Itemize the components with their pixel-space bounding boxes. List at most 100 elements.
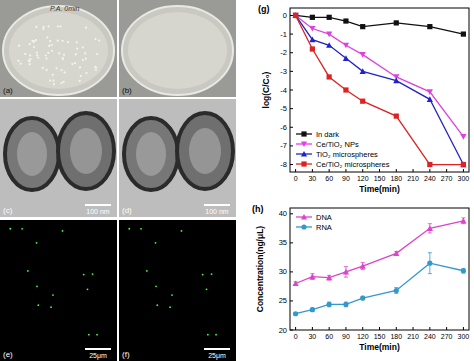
colony [46,36,48,38]
data-point [310,15,315,20]
colony [24,53,26,55]
y-tick [290,213,293,214]
x-tick [396,327,397,330]
fluorescent-cell [96,334,98,336]
data-point [309,273,315,279]
x-tick-label: 30 [308,333,316,340]
image-panel: (b) [119,0,236,97]
colony [58,52,60,54]
scale-bar [85,348,111,350]
x-tick-label: 150 [374,175,386,182]
y-tick-label: 20 [279,326,287,335]
data-point [293,13,298,18]
x-tick [329,327,330,330]
scale-bar [85,204,111,206]
plot-frame [290,208,469,330]
data-point [461,268,466,273]
colony [42,26,44,28]
fluorescent-cell [207,334,209,336]
colony [79,80,81,82]
data-point [427,261,432,266]
data-point [360,263,366,269]
panel-label: (g) [258,4,270,14]
x-tick-label: 60 [325,333,333,340]
legend-marker [301,141,307,147]
photo-background [0,0,117,97]
colony [29,43,31,45]
fluorescent-cell [37,304,39,306]
data-point [293,13,298,18]
data-point [460,134,466,140]
series-line [296,221,464,284]
fluorescent-cell [52,294,54,296]
legend-label: DNA [316,213,332,222]
error-bar [361,296,365,299]
x-tick [345,169,346,172]
image-panel: (e)25μm [0,220,117,361]
colony [52,74,54,76]
x-tick [429,327,430,330]
bacterium [124,118,178,190]
photo-background [119,99,236,217]
photo-background [0,99,117,217]
fluorescent-cell [156,304,158,306]
y-tick [290,90,293,91]
bacterium [58,113,114,189]
x-tick [396,169,397,172]
series-line [296,263,464,314]
error-bar-cap [428,252,432,253]
agar [128,12,227,89]
legend-label: Ce/TiO₂ NPs [316,140,359,149]
x-tick-label: 300 [458,175,470,182]
data-point [427,96,433,102]
x-tick-label: 90 [342,333,350,340]
legend-marker [301,131,306,136]
colony [49,40,51,42]
data-point [360,68,366,74]
legend-marker [301,224,306,229]
fluorescent-cell [87,288,89,290]
colony [85,27,87,29]
colony [84,52,86,54]
x-tick-label: 0 [294,333,298,340]
x-tick-label: 120 [357,333,369,340]
x-tick [379,327,380,330]
x-tick-label: 30 [308,175,316,182]
x-tick [429,169,430,172]
y-tick [290,127,293,128]
colony [45,58,47,60]
colony [62,57,64,59]
panel-label: (a) [3,86,13,95]
x-tick-label: 270 [441,175,453,182]
legend-label: Ce/TiO₂ microspheres [316,160,390,169]
image-panel: (f)25μm [119,220,236,361]
colony [60,82,62,84]
error-bar [344,302,348,307]
plot-area [292,12,466,167]
chart: 03060901201501802102402703002025303540Ti… [252,204,469,352]
scale-bar-label: 25μm [89,352,107,360]
colony [42,28,44,30]
petri-dish [122,6,233,95]
colony [29,63,31,65]
colony [45,54,47,56]
data-point [360,99,365,104]
legend-marker [301,161,306,166]
colony [47,52,49,54]
x-tick-label: 0 [294,175,298,182]
fluorescent-cell [62,230,64,232]
y-tick [290,71,293,72]
colony [17,60,19,62]
legend: In darkCe/TiO₂ NPsTiO₂ microspheresCe/Ti… [296,130,390,169]
x-tick [312,169,313,172]
series-line [296,15,464,164]
error-bar-cap [428,223,432,224]
data-point [343,87,348,92]
y-tick [290,330,293,331]
x-tick [312,327,313,330]
colony [85,58,87,60]
data-point [310,46,315,51]
y-tick-label: -3 [280,67,287,76]
data-point [394,20,399,25]
legend-label: RNA [316,223,332,232]
